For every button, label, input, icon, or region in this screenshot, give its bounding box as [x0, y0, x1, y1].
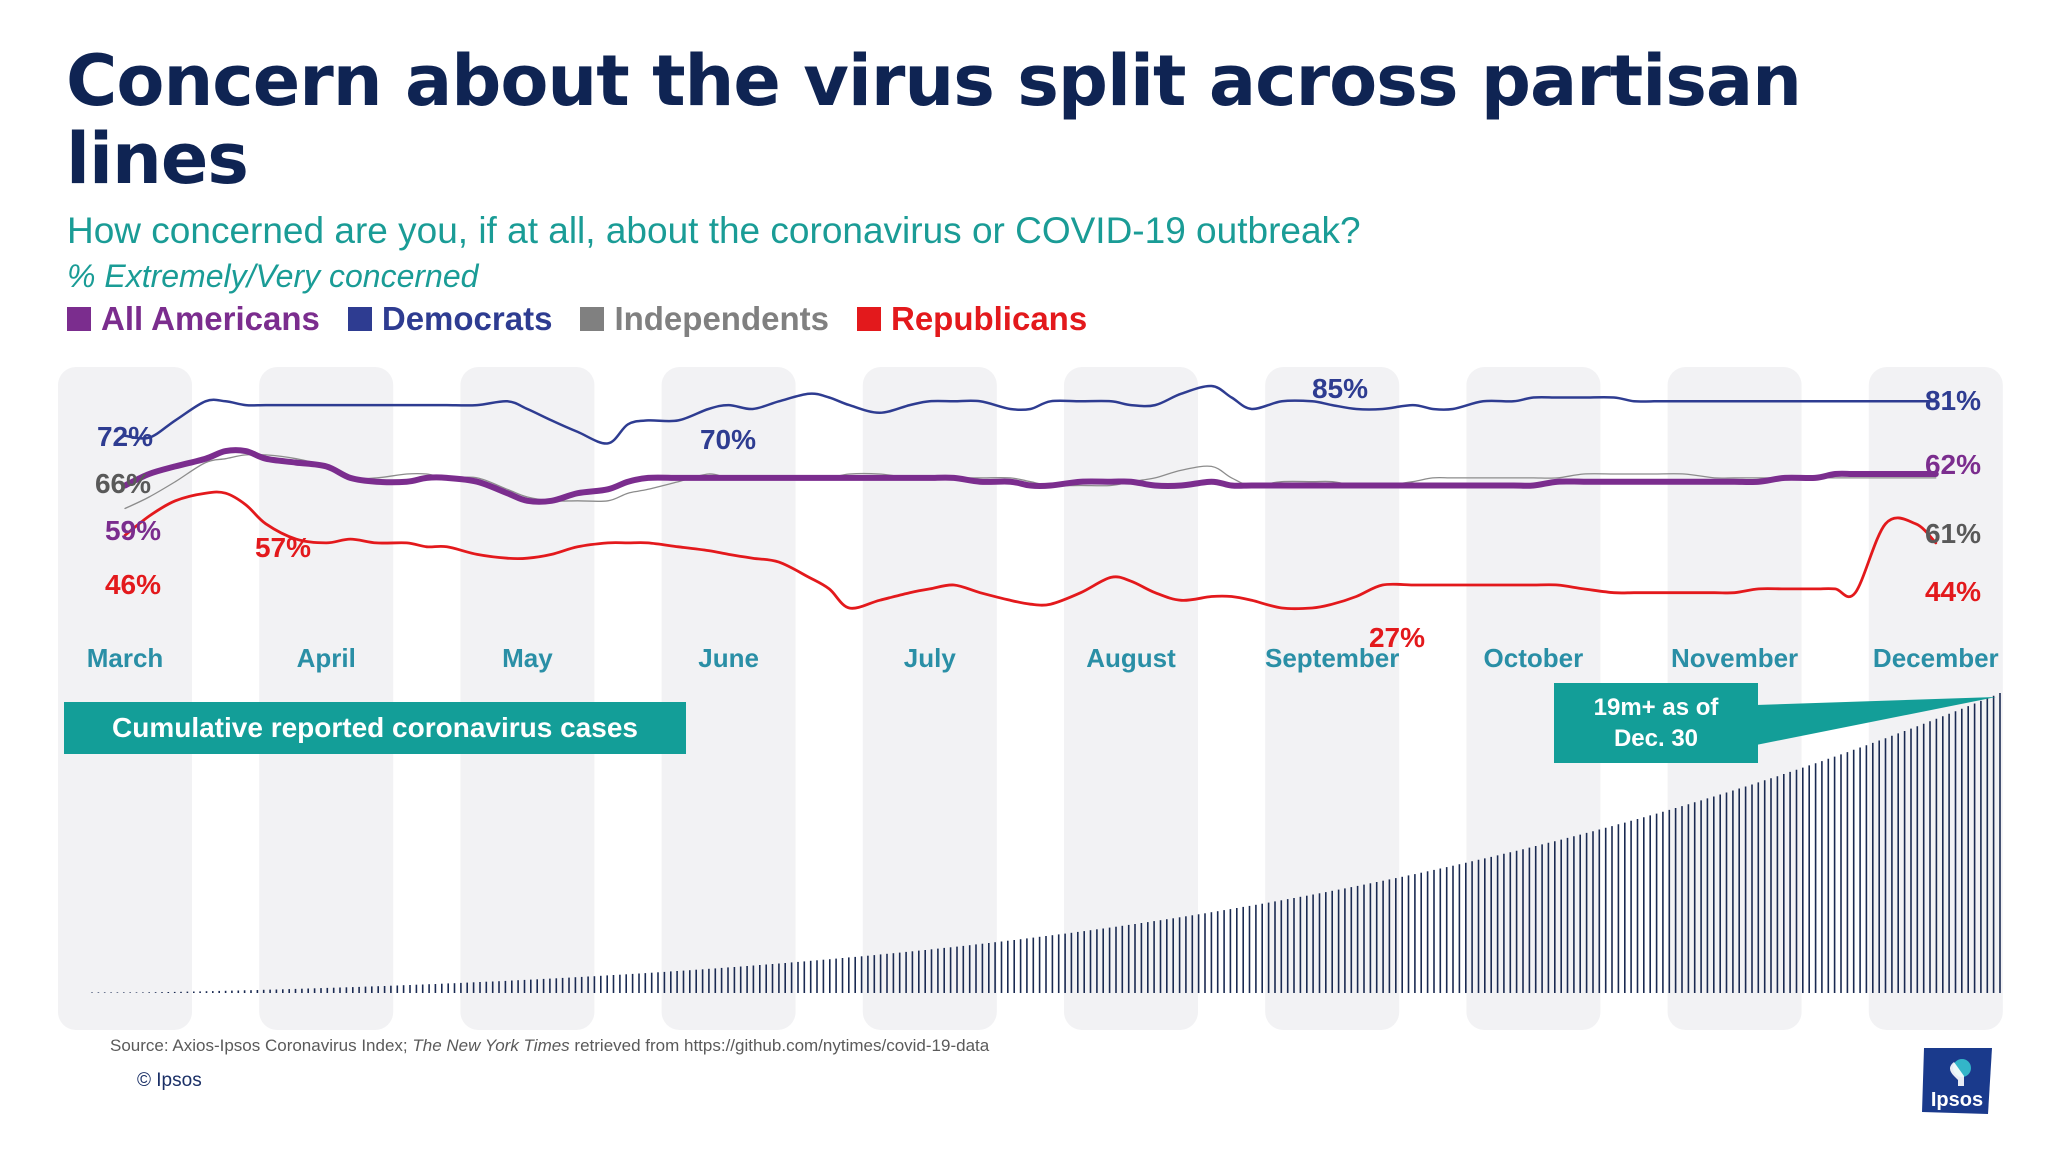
month-label-april: April [297, 643, 356, 673]
ipsos-logo: Ipsos [1922, 1048, 1992, 1114]
legend-independents: Independents [580, 300, 829, 338]
data-label-democrats-june: 70% [700, 424, 756, 455]
month-band-july [862, 367, 997, 1030]
legend-swatch-republicans [856, 307, 881, 331]
legend-label-democrats: Democrats [381, 300, 553, 337]
source-note: Source: Axios-Ipsos Coronavirus Index; T… [110, 1036, 989, 1056]
month-label-may: May [502, 643, 553, 673]
month-label-july: July [904, 643, 957, 673]
callout-pointer-shape [1756, 697, 1996, 745]
data-label-independents-december: 61% [1925, 518, 1981, 549]
legend-label-independents: Independents [614, 300, 829, 337]
month-band-september [1265, 367, 1400, 1030]
data-labels: 72% 66% 59% 46% 57% 70% 85% 27% 81% 62% 61% 44% [95, 373, 1981, 653]
source-italic: The New York Times [412, 1036, 570, 1055]
data-label-republicans-september: 27% [1369, 622, 1425, 653]
source-suffix: retrieved from https://github.com/nytime… [569, 1036, 990, 1055]
legend-democrats: Democrats [347, 300, 553, 338]
legend-swatch-democrats [347, 307, 372, 331]
month-band-may [460, 367, 595, 1030]
month-axis-labels: March April May June July August September Octo… [87, 643, 1999, 673]
month-label-december: December [1873, 643, 1999, 673]
legend-republicans: Republicans [856, 300, 1088, 338]
month-label-june: June [698, 643, 759, 673]
legend-swatch-all-americans [67, 307, 91, 331]
callout-pointer [1756, 697, 1996, 745]
data-label-independents-march: 66% [95, 468, 151, 499]
series-line-democrats [123, 384, 1938, 445]
month-band-june [661, 367, 796, 1030]
chart-legend: All Americans Democrats Independents Rep… [67, 300, 1087, 338]
month-label-march: March [87, 643, 164, 673]
data-label-democrats-december: 81% [1925, 385, 1981, 416]
data-label-republicans-december: 44% [1925, 576, 1981, 607]
series-line-independents [124, 453, 1937, 510]
month-label-october: October [1484, 643, 1584, 673]
month-band-march [58, 367, 192, 1030]
source-prefix: Source: Axios-Ipsos Coronavirus Index; [110, 1036, 413, 1055]
month-band-december [1868, 367, 2003, 1030]
series-lines [122, 384, 1939, 611]
survey-measure: % Extremely/Very concerned [67, 258, 479, 294]
cases-label: Cumulative reported coronavirus cases [64, 702, 686, 754]
series-line-republicans [123, 490, 1938, 611]
legend-all-americans: All Americans [67, 300, 320, 338]
cumulative-cases-bars [91, 693, 2001, 993]
legend-swatch-independents [580, 307, 605, 331]
month-label-september: September [1265, 643, 1399, 673]
legend-label-republicans: Republicans [890, 300, 1088, 337]
data-label-republicans-april: 57% [255, 532, 311, 563]
data-label-republicans-march: 46% [105, 569, 161, 600]
series-line-all-americans [122, 447, 1939, 505]
data-label-all-americans-march: 59% [105, 515, 161, 546]
survey-question: How concerned are you, if at all, about … [67, 210, 1361, 251]
month-label-november: November [1671, 643, 1798, 673]
cases-callout-line1: 19m+ as of [1593, 694, 1719, 721]
data-label-all-americans-december: 62% [1925, 449, 1981, 480]
data-label-democrats-september: 85% [1312, 373, 1368, 404]
page-title: Concern about the virus split across par… [66, 40, 1802, 200]
copyright: © Ipsos [137, 1070, 202, 1091]
month-band-august [1064, 367, 1198, 1030]
cases-callout-line2: Dec. 30 [1613, 725, 1699, 752]
cases-callout: 19m+ as of Dec. 30 [1554, 683, 1758, 763]
legend-label-all-americans: All Americans [101, 300, 320, 337]
data-label-democrats-march: 72% [97, 421, 153, 452]
month-label-august: August [1086, 643, 1176, 673]
ipsos-logo-text: Ipsos [1931, 1089, 1983, 1111]
month-band-april [259, 367, 394, 1030]
